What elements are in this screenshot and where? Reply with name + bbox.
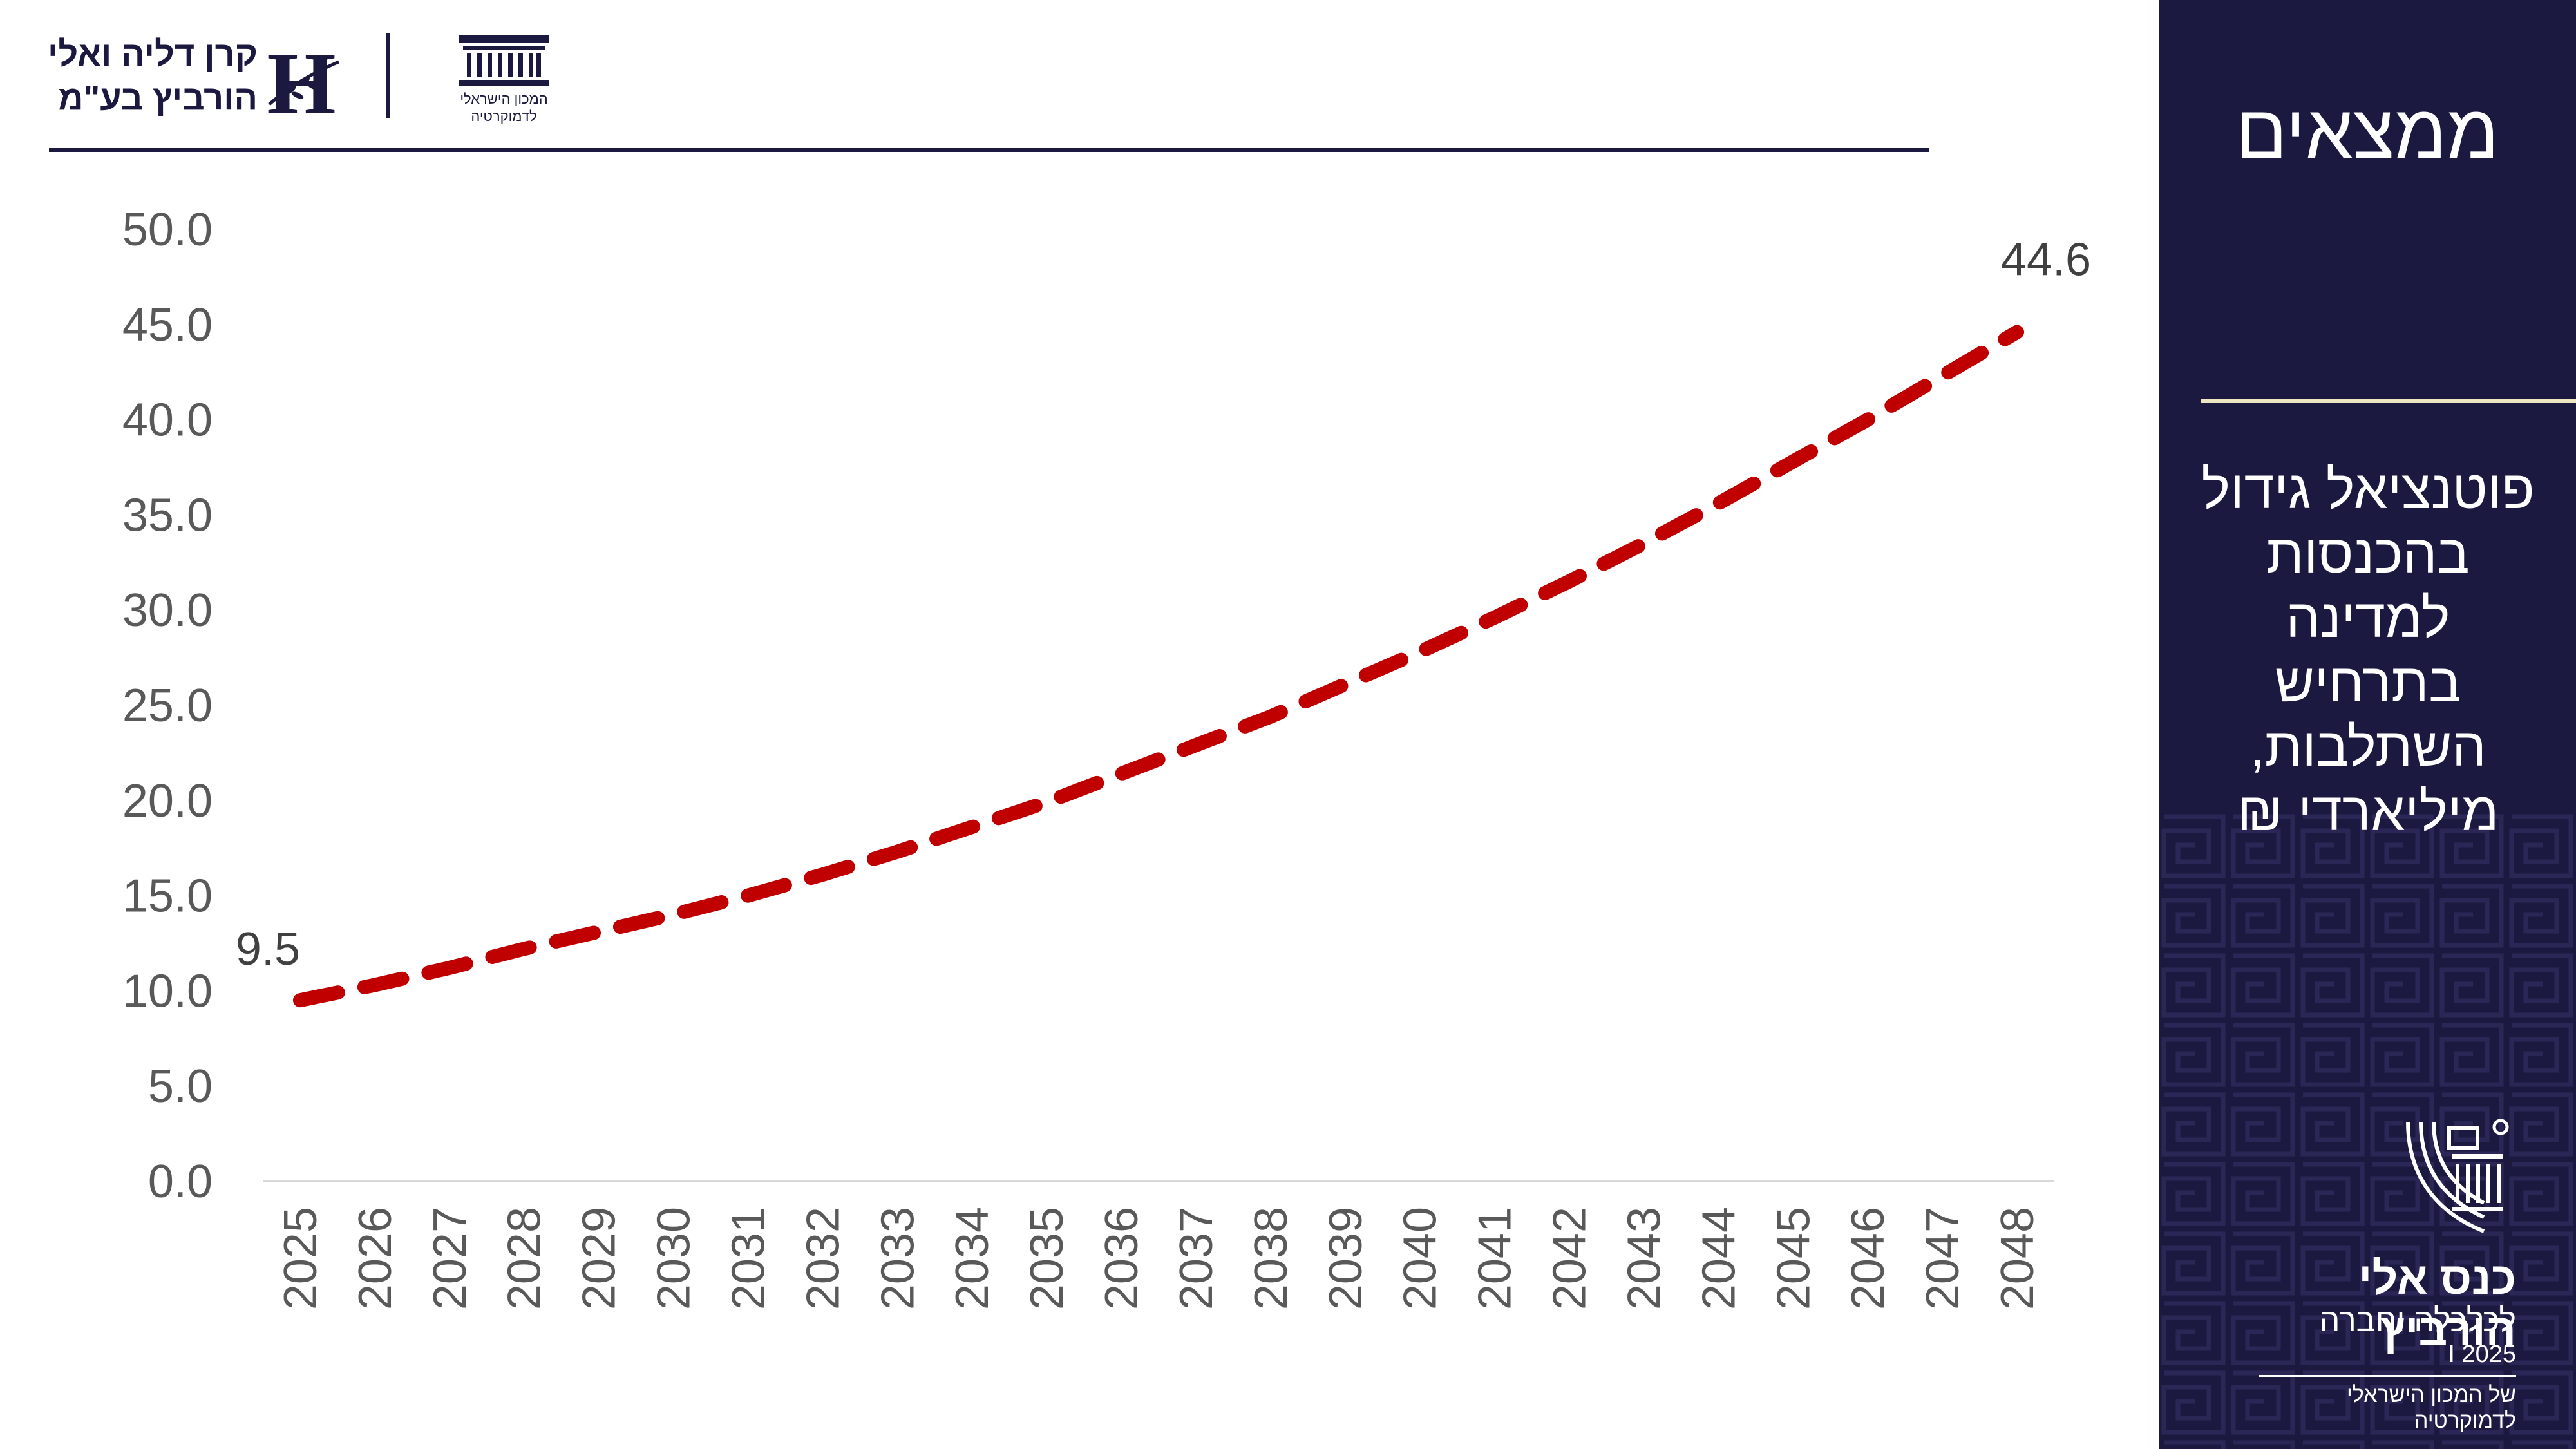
panel-subtitle-line: מיליארדי ₪ [2237,781,2499,842]
y-tick-label: 50.0 [122,204,213,256]
data-point [1642,542,1645,545]
x-tick-label: 2029 [574,1207,625,1310]
x-axis-tick-labels: 2025 2026 2027 2028 2029 2030 2031 2032 2033 2034… [275,1207,2043,1310]
data-point [970,825,974,829]
x-tick-label: 2047 [1917,1207,1969,1310]
data-point [672,913,676,916]
panel-subtitle-line: פוטנציאל גידול [2201,459,2535,520]
panel-subtitle: פוטנציאל גידול בהכנסות למדינה בתרחיש השת… [2178,457,2558,844]
x-tick-label: 2031 [723,1207,774,1310]
panel-subtitle-line: למדינה [2286,588,2450,649]
horowitz-foundation-logo: קרן דליה ואלי הורביץ בע"מ H [39,32,341,129]
series-line [292,325,2025,1008]
x-tick-label: 2025 [275,1207,327,1310]
panel-heading: ממצאים [2235,90,2499,175]
conference-emblem-icon [2406,1119,2509,1233]
conference-year: 2025 I [2448,1341,2516,1368]
x-tick-label: 2044 [1693,1207,1745,1310]
data-point [1791,460,1795,464]
panel-subtitle-line: השתלבות, [2249,717,2486,777]
data-labels: 9.5 44.6 [236,234,2091,976]
header-divider [386,33,390,118]
data-point [1194,743,1198,747]
y-tick-label: 25.0 [122,680,213,732]
data-point [1418,650,1422,654]
x-tick-label: 2048 [1992,1207,2043,1310]
x-tick-label: 2045 [1768,1207,1819,1310]
x-tick-label: 2037 [1171,1207,1222,1310]
conference-organizer: של המכון הישראלי לדמוקרטיה [2346,1383,2516,1433]
series-group [292,325,2025,1008]
data-point [597,930,601,934]
x-tick-label: 2028 [499,1207,551,1310]
foundation-name-line2: הורביץ בע"מ [58,79,258,117]
y-tick-label: 15.0 [122,871,213,922]
x-tick-label: 2030 [649,1207,700,1310]
data-point [2015,330,2019,334]
data-point [1716,502,1720,506]
foundation-h-icon: H [267,37,339,128]
conference-subtitle: לכלכלה וחברה [2319,1302,2516,1338]
y-tick-label: 30.0 [122,585,213,636]
y-tick-label: 10.0 [122,965,213,1017]
x-tick-label: 2036 [1096,1207,1148,1310]
foundation-name-line1: קרן דליה ואלי [48,35,258,73]
x-tick-label: 2040 [1395,1207,1446,1310]
x-tick-label: 2043 [1618,1207,1670,1310]
foundation-name: קרן דליה ואלי הורביץ בע"מ [39,32,258,120]
institute-name-line1: המכון הישראלי [460,91,548,107]
x-tick-label: 2026 [350,1207,401,1310]
panel-rule [2201,399,2576,403]
x-tick-label: 2038 [1245,1207,1297,1310]
findings-side-panel: ממצאים פוטנציאל גידול בהכנסות למדינה בתר… [2159,0,2576,1449]
data-point [298,998,302,1002]
x-tick-label: 2032 [797,1207,849,1310]
conference-logo: כנס אלי הורביץ לכלכלה וחברה 2025 I של המ… [2259,1114,2516,1433]
conference-rule [2259,1375,2516,1377]
x-tick-label: 2035 [1021,1207,1073,1310]
x-tick-label: 2034 [947,1207,998,1310]
data-point [746,894,750,898]
panel-subtitle-line: בתרחיש [2275,652,2461,713]
data-point [1866,418,1870,422]
data-point [820,873,824,876]
data-point [1119,772,1123,775]
data-point [1940,374,1944,378]
x-tick-label: 2027 [424,1207,476,1310]
institute-name: המכון הישראלי לדמוקרטיה [454,90,554,125]
data-point [1343,682,1347,686]
data-point [1567,580,1571,583]
conference-title: כנס אלי הורביץ [2358,1253,2516,1355]
data-point [522,947,526,951]
x-tick-label: 2039 [1320,1207,1372,1310]
institute-name-line2: לדמוקרטיה [471,108,537,124]
data-label: 9.5 [236,923,300,975]
x-tick-label: 2046 [1842,1207,1894,1310]
header-rule [49,148,1929,152]
x-tick-label: 2042 [1544,1207,1596,1310]
data-point [373,983,377,987]
y-axis-tick-labels: 0.0 5.0 10.0 15.0 20.0 25.0 30.0 35.0 40.0 45.0 50… [122,204,213,1208]
y-tick-label: 45.0 [122,299,213,351]
data-point [448,966,451,970]
x-tick-label: 2033 [872,1207,923,1310]
data-label: 44.6 [2001,234,2091,286]
institute-building-icon [459,35,549,86]
data-point [895,850,899,854]
y-tick-label: 20.0 [122,775,213,827]
data-point [1493,616,1497,620]
data-point [1045,800,1048,804]
y-tick-label: 5.0 [148,1061,213,1112]
revenue-growth-line-chart: 0.0 5.0 10.0 15.0 20.0 25.0 30.0 35.0 40.0 45.0 50… [122,204,2091,1310]
y-tick-label: 35.0 [122,489,213,541]
panel-subtitle-line: בהכנסות [2266,524,2470,584]
x-tick-label: 2041 [1470,1207,1521,1310]
y-tick-label: 40.0 [122,395,213,446]
data-point [1269,715,1273,719]
idi-logo: המכון הישראלי לדמוקרטיה [454,31,554,134]
y-tick-label: 0.0 [148,1156,213,1208]
